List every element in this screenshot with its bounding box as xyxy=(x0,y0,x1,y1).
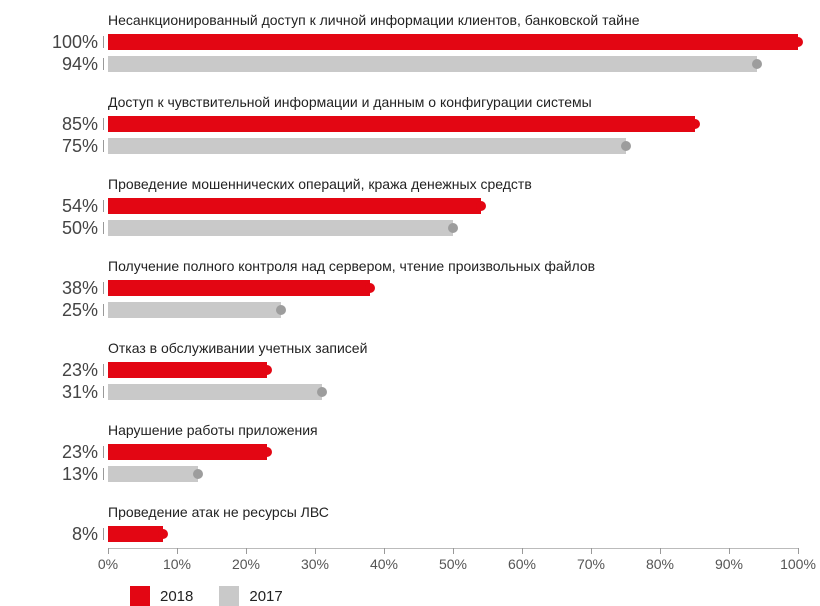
axis-tick-label: 90% xyxy=(715,556,743,572)
bar xyxy=(108,116,695,132)
bar-end-marker xyxy=(476,201,486,211)
bar-row xyxy=(108,302,798,318)
bar-row xyxy=(108,116,798,132)
bar xyxy=(108,280,370,296)
bar-row xyxy=(108,56,798,72)
bar xyxy=(108,138,626,154)
bar xyxy=(108,56,757,72)
pct-label: 100% xyxy=(18,32,98,53)
bar-row xyxy=(108,362,798,378)
pct-label: 31% xyxy=(18,382,98,403)
axis-tick-label: 0% xyxy=(98,556,118,572)
bar-row xyxy=(108,220,798,236)
bar-group: Получение полного контроля над сервером,… xyxy=(108,258,798,318)
bar xyxy=(108,444,267,460)
bar xyxy=(108,302,281,318)
bar xyxy=(108,526,163,542)
group-label: Несанкционированный доступ к личной инфо… xyxy=(108,12,798,28)
group-label: Получение полного контроля над сервером,… xyxy=(108,258,798,274)
bar-end-marker xyxy=(262,447,272,457)
bar-row xyxy=(108,138,798,154)
bar-end-marker xyxy=(193,469,203,479)
axis-tick-label: 10% xyxy=(163,556,191,572)
axis-tick-label: 40% xyxy=(370,556,398,572)
group-label: Отказ в обслуживании учетных записей xyxy=(108,340,798,356)
bar xyxy=(108,384,322,400)
bar-row xyxy=(108,280,798,296)
bar-end-marker xyxy=(158,529,168,539)
bar-group: Отказ в обслуживании учетных записей xyxy=(108,340,798,400)
bar-end-marker xyxy=(621,141,631,151)
legend-label: 2018 xyxy=(160,588,193,605)
bar xyxy=(108,362,267,378)
bar-end-marker xyxy=(276,305,286,315)
bar-end-marker xyxy=(690,119,700,129)
pct-label: 94% xyxy=(18,54,98,75)
bar-end-marker xyxy=(365,283,375,293)
pct-label: 25% xyxy=(18,300,98,321)
group-label: Проведение атак не ресурсы ЛВС xyxy=(108,504,798,520)
axis-tick-label: 80% xyxy=(646,556,674,572)
bar-row xyxy=(108,526,798,542)
bar xyxy=(108,34,798,50)
pct-label: 8% xyxy=(18,524,98,545)
axis-tick-label: 50% xyxy=(439,556,467,572)
pct-label: 75% xyxy=(18,136,98,157)
legend-label: 2017 xyxy=(249,588,282,605)
bar-group: Проведение атак не ресурсы ЛВС xyxy=(108,504,798,542)
axis-tick-label: 20% xyxy=(232,556,260,572)
bar-end-marker xyxy=(752,59,762,69)
bar-row xyxy=(108,198,798,214)
bar-group: Несанкционированный доступ к личной инфо… xyxy=(108,12,798,72)
pct-label: 13% xyxy=(18,464,98,485)
bar xyxy=(108,466,198,482)
bar xyxy=(108,198,481,214)
bar-row xyxy=(108,384,798,400)
pct-label: 23% xyxy=(18,442,98,463)
group-label: Нарушение работы приложения xyxy=(108,422,798,438)
group-label: Доступ к чувствительной информации и дан… xyxy=(108,94,798,110)
axis-tick-label: 70% xyxy=(577,556,605,572)
bar-group: Доступ к чувствительной информации и дан… xyxy=(108,94,798,154)
legend-swatch xyxy=(219,586,239,606)
legend-item: 2017 xyxy=(219,586,282,606)
pct-label: 50% xyxy=(18,218,98,239)
bar-end-marker xyxy=(262,365,272,375)
bar-group: Проведение мошеннических операций, кража… xyxy=(108,176,798,236)
bar-group: Нарушение работы приложения xyxy=(108,422,798,482)
bar-row xyxy=(108,34,798,50)
plot-area: Несанкционированный доступ к личной инфо… xyxy=(108,12,798,564)
bar-row xyxy=(108,466,798,482)
legend-swatch xyxy=(130,586,150,606)
legend: 2018 2017 xyxy=(130,586,283,606)
bar xyxy=(108,220,453,236)
axis-tick-label: 100% xyxy=(780,556,816,572)
bar-row xyxy=(108,444,798,460)
axis-tick-label: 60% xyxy=(508,556,536,572)
axis-tick-label: 30% xyxy=(301,556,329,572)
bar-end-marker xyxy=(793,37,803,47)
pct-label: 54% xyxy=(18,196,98,217)
pct-label: 38% xyxy=(18,278,98,299)
pct-label: 85% xyxy=(18,114,98,135)
bar-end-marker xyxy=(448,223,458,233)
pct-label: 23% xyxy=(18,360,98,381)
group-label: Проведение мошеннических операций, кража… xyxy=(108,176,798,192)
bar-end-marker xyxy=(317,387,327,397)
legend-item: 2018 xyxy=(130,586,193,606)
